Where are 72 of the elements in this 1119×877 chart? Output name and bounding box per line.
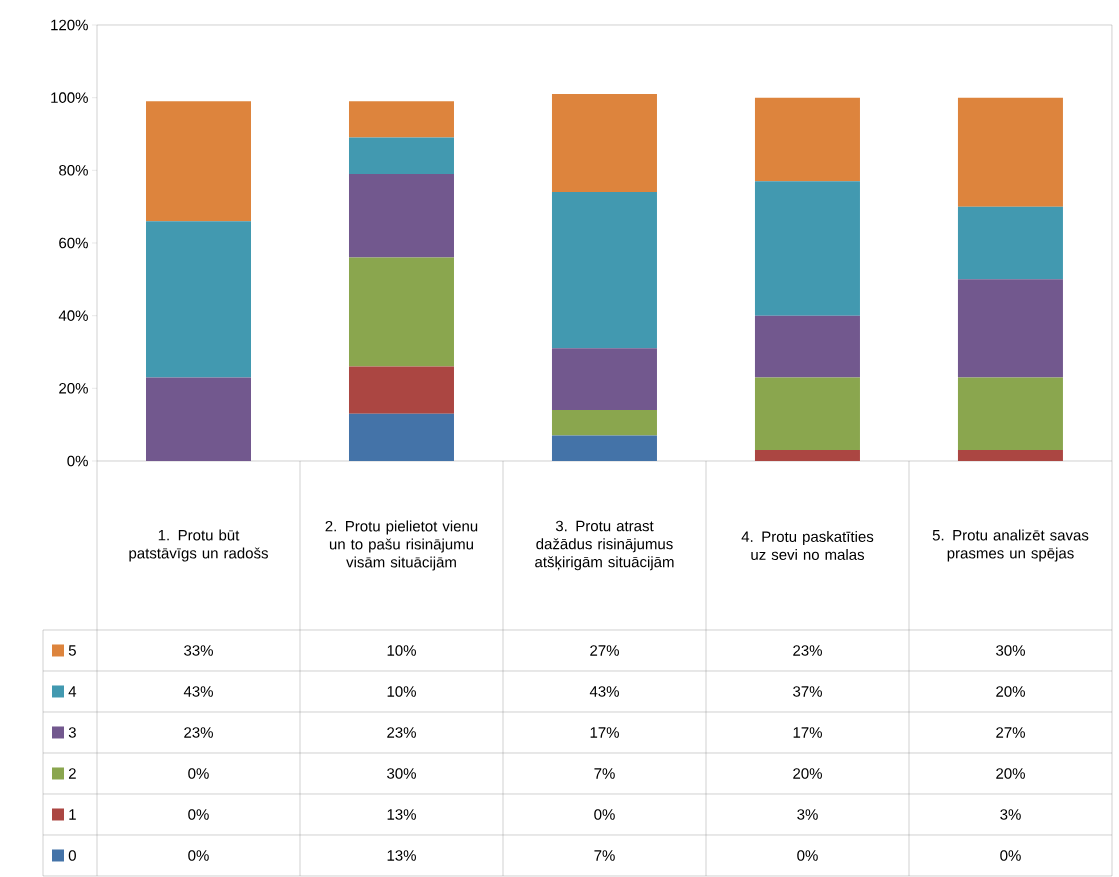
bar bbox=[551, 410, 657, 436]
data-label: 20% bbox=[793, 768, 822, 779]
data-label: 30% bbox=[996, 645, 1025, 656]
data-label: 37% bbox=[793, 686, 822, 697]
bar bbox=[348, 173, 454, 258]
bar bbox=[348, 101, 454, 138]
bar bbox=[146, 101, 251, 222]
data-label: 27% bbox=[590, 645, 619, 656]
data-label: 30% bbox=[387, 768, 416, 779]
bar bbox=[754, 377, 860, 451]
bar bbox=[754, 97, 860, 182]
data-label: 20% bbox=[996, 686, 1025, 697]
data-label: 7% bbox=[594, 768, 615, 779]
data-label: 23% bbox=[387, 727, 416, 738]
data-label: 43% bbox=[589, 686, 619, 697]
bar bbox=[551, 94, 657, 193]
y-tick-label: 60% bbox=[59, 237, 88, 249]
bar bbox=[957, 279, 1063, 378]
y-tick-label: 0% bbox=[67, 455, 88, 467]
data-label: 23% bbox=[793, 645, 822, 656]
bar bbox=[146, 377, 251, 461]
bar bbox=[348, 137, 454, 174]
y-tick-label: 120% bbox=[51, 19, 88, 31]
data-label: 27% bbox=[996, 727, 1025, 738]
legend-label: 4 bbox=[68, 686, 77, 697]
y-tick-label: 80% bbox=[59, 165, 88, 176]
data-label: 33% bbox=[184, 645, 213, 656]
legend-label: 1 bbox=[69, 809, 76, 820]
bar bbox=[348, 257, 454, 367]
data-label: 7% bbox=[594, 850, 615, 861]
data-label: 13% bbox=[387, 809, 416, 820]
data-label: 0% bbox=[1000, 850, 1021, 861]
data-label: 43% bbox=[183, 686, 213, 697]
bar bbox=[551, 192, 657, 349]
data-label: 20% bbox=[996, 768, 1025, 779]
bar bbox=[957, 450, 1063, 461]
bar bbox=[754, 181, 860, 316]
x-tick-label: 4. Protu paskatīties uz sevi no malas bbox=[741, 530, 874, 560]
data-label: 17% bbox=[793, 727, 822, 738]
bar bbox=[957, 97, 1063, 207]
y-tick-label: 100% bbox=[51, 92, 88, 103]
data-label: 23% bbox=[184, 727, 213, 738]
data-label: 17% bbox=[590, 727, 619, 738]
x-tick-label: 5. Protu analizēt savas prasmes un spējas bbox=[932, 529, 1089, 562]
bar bbox=[551, 348, 657, 411]
legend-label: 5 bbox=[68, 645, 76, 656]
bar bbox=[754, 450, 860, 461]
y-tick-label: 20% bbox=[59, 383, 88, 394]
legend-label: 2 bbox=[68, 768, 76, 779]
bar bbox=[146, 221, 251, 378]
bar bbox=[551, 435, 657, 461]
bar bbox=[957, 377, 1063, 451]
data-label: 0% bbox=[594, 809, 615, 820]
bar bbox=[348, 366, 454, 414]
data-label: 0% bbox=[188, 850, 209, 861]
data-label: 10% bbox=[387, 686, 416, 697]
data-label: 10% bbox=[387, 645, 416, 656]
data-label: 13% bbox=[387, 850, 416, 861]
data-label: 3% bbox=[1000, 809, 1021, 820]
legend-label: 3 bbox=[68, 727, 76, 738]
legend-label: 0 bbox=[68, 850, 76, 861]
x-tick-label: 3. Protu atrast dažādus risinājumus atšķirigām situācijām bbox=[535, 520, 674, 571]
data-label: 3% bbox=[797, 809, 818, 820]
y-tick-label: 40% bbox=[58, 310, 88, 321]
data-label: 0% bbox=[188, 768, 209, 779]
bar bbox=[957, 206, 1063, 280]
data-label: 0% bbox=[797, 850, 818, 861]
bar bbox=[754, 315, 860, 378]
x-tick-label: 1. Protu būt patstāvīgs un radošs bbox=[129, 529, 268, 562]
x-tick-label: 2. Protu pielietot vienu un to pašu risinājumu visām situācijām bbox=[325, 520, 478, 571]
data-label: 0% bbox=[188, 809, 209, 820]
bar bbox=[348, 413, 454, 461]
